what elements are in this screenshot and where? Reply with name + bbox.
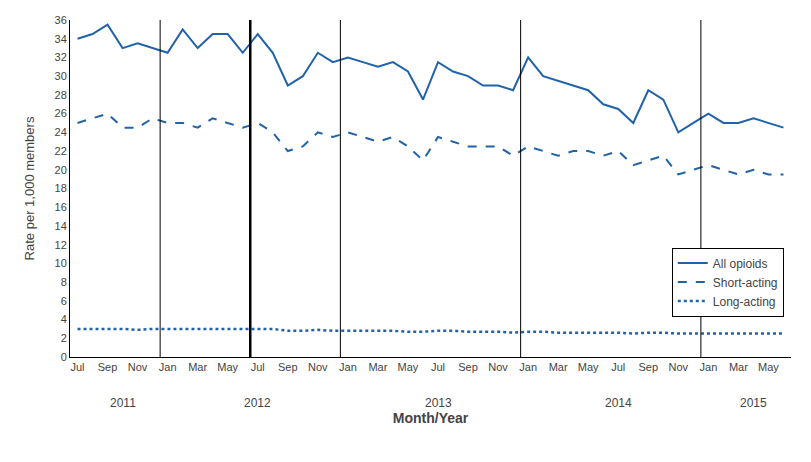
svg-text:26: 26 xyxy=(55,107,67,119)
svg-text:12: 12 xyxy=(55,239,67,251)
svg-text:18: 18 xyxy=(55,182,67,194)
svg-text:28: 28 xyxy=(55,89,67,101)
svg-text:Nov: Nov xyxy=(488,361,508,373)
svg-text:Long-acting: Long-acting xyxy=(713,295,776,309)
svg-text:All opioids: All opioids xyxy=(713,257,768,271)
svg-text:2012: 2012 xyxy=(244,396,271,410)
svg-text:Month/Year: Month/Year xyxy=(393,410,469,426)
svg-text:2011: 2011 xyxy=(110,396,136,410)
svg-text:Mar: Mar xyxy=(368,361,387,373)
svg-text:34: 34 xyxy=(55,33,67,45)
svg-text:Jul: Jul xyxy=(70,361,84,373)
svg-text:Jul: Jul xyxy=(431,361,445,373)
svg-text:May: May xyxy=(578,361,599,373)
svg-text:Jul: Jul xyxy=(251,361,265,373)
svg-text:36: 36 xyxy=(55,14,67,26)
svg-text:2015: 2015 xyxy=(740,396,767,410)
svg-text:2: 2 xyxy=(61,332,67,344)
svg-text:Sep: Sep xyxy=(98,361,118,373)
svg-text:30: 30 xyxy=(55,70,67,82)
svg-text:May: May xyxy=(398,361,419,373)
svg-text:22: 22 xyxy=(55,145,67,157)
svg-text:20: 20 xyxy=(55,164,67,176)
svg-text:Short-acting: Short-acting xyxy=(713,276,778,290)
svg-text:6: 6 xyxy=(61,295,67,307)
svg-text:Rate per 1,000 members: Rate per 1,000 members xyxy=(22,116,37,260)
svg-text:14: 14 xyxy=(55,220,67,232)
svg-text:24: 24 xyxy=(55,126,67,138)
svg-text:Mar: Mar xyxy=(729,361,748,373)
svg-text:Jan: Jan xyxy=(519,361,537,373)
svg-text:2013: 2013 xyxy=(425,396,452,410)
svg-text:Mar: Mar xyxy=(188,361,207,373)
svg-text:2014: 2014 xyxy=(605,396,632,410)
svg-text:Nov: Nov xyxy=(669,361,689,373)
svg-text:Sep: Sep xyxy=(278,361,298,373)
svg-text:10: 10 xyxy=(55,257,67,269)
svg-text:Sep: Sep xyxy=(458,361,478,373)
svg-text:Jul: Jul xyxy=(611,361,625,373)
svg-text:May: May xyxy=(217,361,238,373)
svg-text:Nov: Nov xyxy=(308,361,328,373)
svg-text:8: 8 xyxy=(61,276,67,288)
svg-text:Nov: Nov xyxy=(128,361,148,373)
svg-text:Sep: Sep xyxy=(639,361,659,373)
svg-text:May: May xyxy=(758,361,779,373)
svg-text:Jan: Jan xyxy=(700,361,718,373)
svg-text:Jan: Jan xyxy=(339,361,357,373)
svg-text:32: 32 xyxy=(55,51,67,63)
svg-text:4: 4 xyxy=(61,313,67,325)
svg-text:Mar: Mar xyxy=(549,361,568,373)
svg-text:16: 16 xyxy=(55,201,67,213)
svg-text:0: 0 xyxy=(61,351,67,363)
svg-text:Jan: Jan xyxy=(159,361,177,373)
